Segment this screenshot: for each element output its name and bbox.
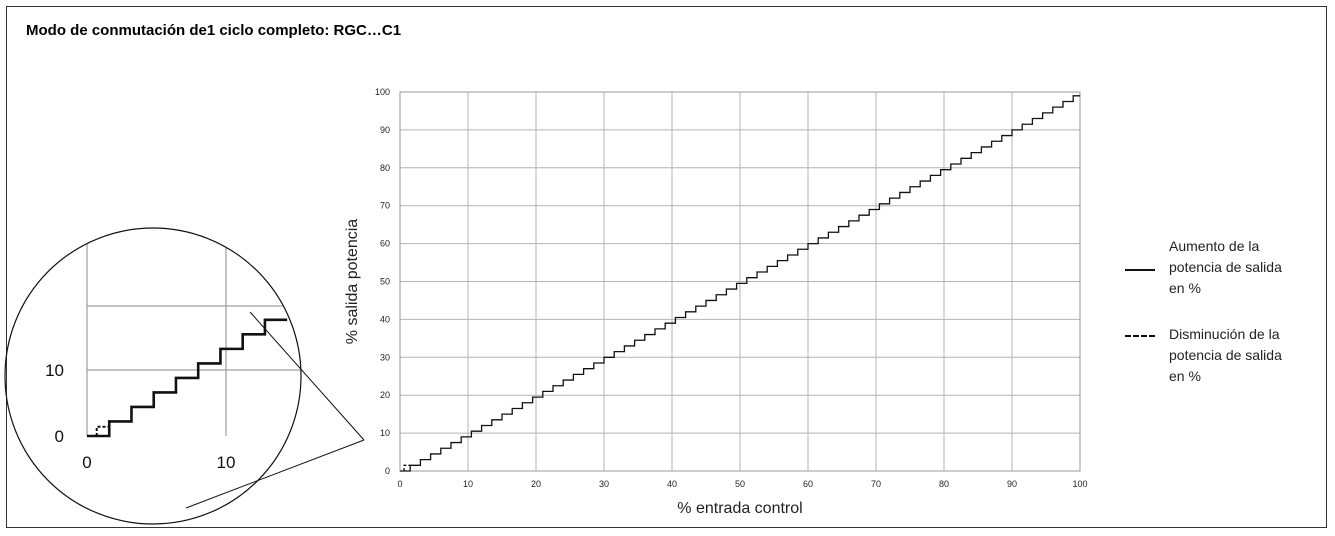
x-tick-label: 100: [1072, 479, 1087, 489]
legend-line: en %: [1169, 280, 1201, 296]
legend-solid-symbol: [1125, 269, 1155, 271]
x-tick-label: 20: [531, 479, 541, 489]
zoom-inset: [86, 228, 300, 438]
x-tick-label: 50: [735, 479, 745, 489]
y-tick-label: 60: [380, 239, 390, 249]
legend-dashed-symbol: [1125, 335, 1155, 337]
x-tick-label: 10: [463, 479, 473, 489]
figure-frame: [6, 6, 1327, 528]
y-tick-label: 90: [380, 125, 390, 135]
legend-label-decrease: Disminución de la potencia de salida en …: [1169, 324, 1319, 387]
inset-y-tick: 0: [55, 427, 64, 446]
x-axis-label: % entrada control: [677, 500, 802, 517]
legend-line: en %: [1169, 368, 1201, 384]
series-decrease-line: [403, 464, 411, 471]
legend-label-increase: Aumento de la potencia de salida en %: [1169, 236, 1319, 299]
y-tick-label: 0: [385, 466, 390, 476]
y-tick-label: 20: [380, 390, 390, 400]
legend-line: potencia de salida: [1169, 347, 1282, 363]
y-tick-label: 40: [380, 314, 390, 324]
plot-area: [399, 91, 1081, 472]
y-tick-label: 10: [380, 428, 390, 438]
zoom-connector-line: [185, 439, 365, 509]
zoom-connector-line: [249, 311, 365, 441]
x-tick-label: 60: [803, 479, 813, 489]
y-axis-label: % salida potencia: [344, 219, 361, 345]
series-increase-line: [400, 95, 1080, 472]
y-tick-label: 80: [380, 163, 390, 173]
x-tick-label: 90: [1007, 479, 1017, 489]
y-tick-label: 50: [380, 277, 390, 287]
x-tick-label: 40: [667, 479, 677, 489]
x-tick-label: 30: [599, 479, 609, 489]
x-tick-label: 0: [397, 479, 402, 489]
y-tick-label: 100: [375, 87, 390, 97]
zoom-circle: [4, 227, 302, 525]
legend-line: Disminución de la: [1169, 326, 1280, 342]
x-tick-label: 80: [939, 479, 949, 489]
inset-y-tick: 10: [45, 361, 64, 380]
legend-line: Aumento de la: [1169, 238, 1260, 254]
y-tick-label: 70: [380, 201, 390, 211]
inset-series-increase: [87, 318, 288, 438]
inset-x-tick: 10: [217, 453, 236, 472]
chart-title: Modo de conmutación de1 ciclo completo: …: [26, 22, 402, 39]
x-tick-label: 70: [871, 479, 881, 489]
y-tick-label: 30: [380, 352, 390, 362]
inset-series-decrease: [95, 425, 110, 436]
inset-x-tick: 0: [82, 453, 91, 472]
legend-line: potencia de salida: [1169, 259, 1282, 275]
